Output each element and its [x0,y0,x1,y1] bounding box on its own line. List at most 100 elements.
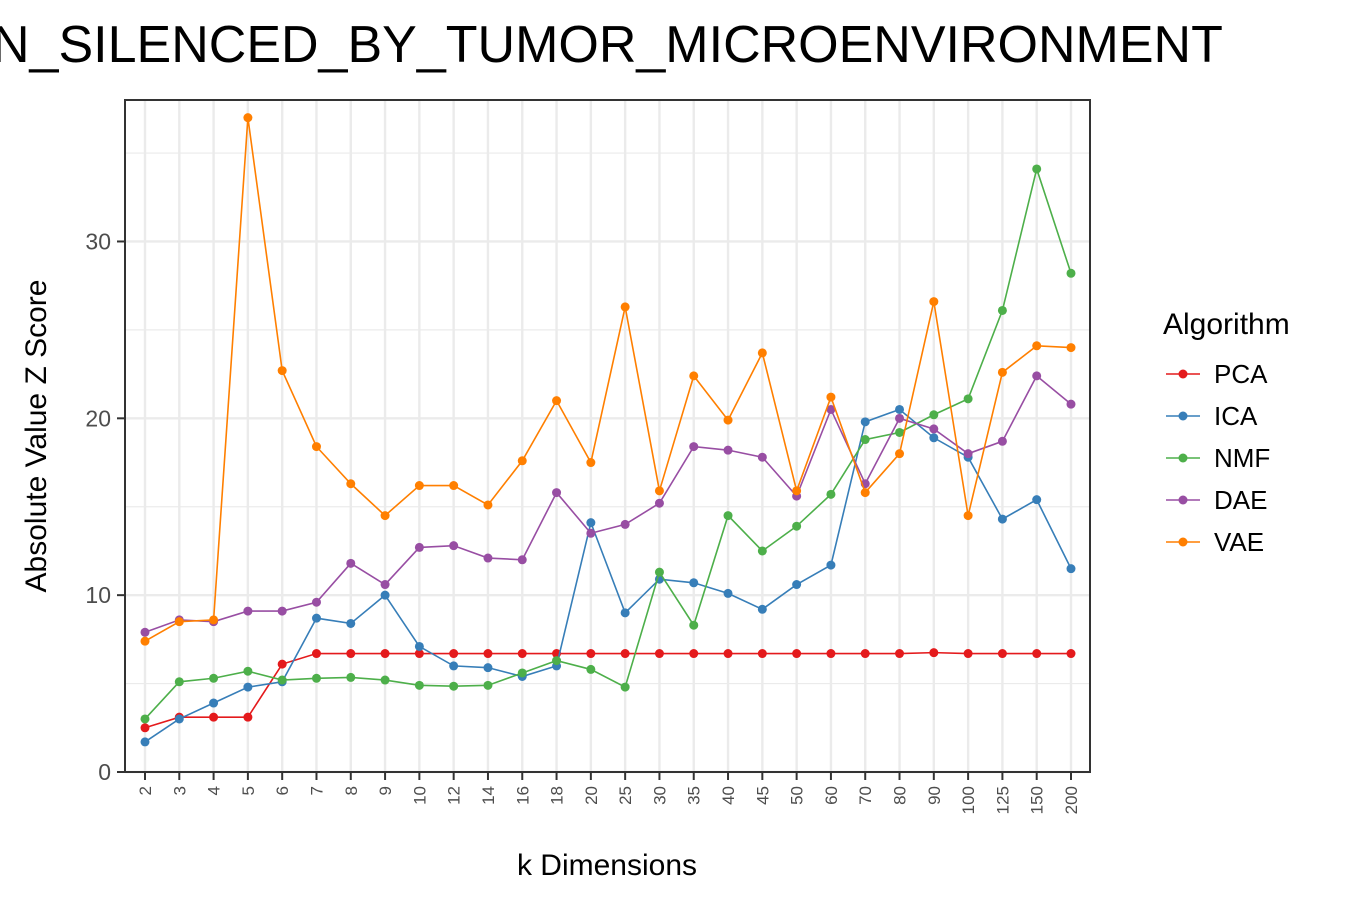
data-point-pca [380,649,390,659]
x-tick-label: 5 [239,786,258,795]
data-point-ica [997,514,1007,524]
data-point-vae [654,486,664,496]
data-point-nmf [997,305,1007,315]
data-point-ica [689,578,699,588]
legend-label: DAE [1214,485,1267,515]
data-point-nmf [414,680,424,690]
data-point-ica [723,588,733,598]
data-point-nmf [689,620,699,630]
y-axis-title: Absolute Value Z Score [20,280,53,593]
series-layer [140,113,1076,747]
data-point-ica [483,663,493,673]
data-point-vae [140,636,150,646]
data-point-dae [414,542,424,552]
x-tick-label: 50 [788,786,807,805]
legend-item-dae: DAE [1166,485,1267,515]
data-point-vae [792,486,802,496]
data-point-dae [689,442,699,452]
data-point-ica [1066,564,1076,574]
data-point-ica [174,714,184,724]
data-point-ica [586,518,596,528]
y-tick-label: 10 [85,582,111,608]
data-point-pca [895,649,905,659]
series-nmf [140,164,1076,724]
data-point-nmf [586,664,596,674]
data-point-nmf [654,567,664,577]
data-point-vae [620,302,630,312]
data-point-nmf [517,668,527,678]
data-point-nmf [792,521,802,531]
x-tick-label: 2 [136,786,155,795]
x-tick-label: 70 [856,786,875,805]
data-point-dae [723,445,733,455]
data-point-pca [414,649,424,659]
x-tick-label: 10 [410,786,429,805]
data-point-vae [963,511,973,521]
data-point-vae [209,615,219,625]
x-tick-label: 14 [479,786,498,805]
data-point-dae [997,436,1007,446]
legend-key-point [1178,453,1188,463]
data-point-pca [757,649,767,659]
data-point-ica [209,698,219,708]
data-point-dae [654,498,664,508]
data-point-dae [517,555,527,565]
legend-item-pca: PCA [1166,359,1268,389]
data-point-pca [1066,649,1076,659]
data-point-pca [689,649,699,659]
data-point-ica [380,590,390,600]
data-point-ica [929,433,939,443]
data-point-pca [654,649,664,659]
data-point-pca [1032,649,1042,659]
data-point-vae [586,458,596,468]
legend-title: Algorithm [1163,308,1290,341]
y-tick-label: 20 [85,405,111,431]
x-tick-label: 18 [548,786,567,805]
x-axis-title: k Dimensions [517,849,697,882]
data-point-ica [346,618,356,628]
data-point-nmf [140,714,150,724]
data-point-vae [380,511,390,521]
data-point-vae [346,479,356,489]
data-point-dae [1032,371,1042,381]
legend-key-point [1178,537,1188,547]
x-tick-label: 45 [753,786,772,805]
x-tick-label: 7 [307,786,326,795]
series-vae [140,113,1076,646]
data-point-dae [1066,399,1076,409]
data-point-pca [311,649,321,659]
data-point-ica [414,641,424,651]
data-point-nmf [243,666,253,676]
data-point-ica [860,417,870,427]
data-point-dae [243,606,253,616]
series-line-pca [144,651,1071,729]
x-tick-label: 12 [445,786,464,805]
data-point-pca [140,723,150,733]
x-tick-label: 125 [993,786,1012,814]
x-tick-label: 20 [582,786,601,805]
data-point-vae [860,488,870,498]
data-point-nmf [380,675,390,685]
data-point-nmf [723,511,733,521]
plot-area [124,99,1091,774]
data-point-pca [483,649,493,659]
data-point-dae [277,606,287,616]
legend-item-vae: VAE [1166,527,1264,557]
data-point-ica [311,613,321,623]
data-point-nmf [895,427,905,437]
data-point-pca [792,649,802,659]
data-point-vae [997,367,1007,377]
data-point-dae [929,424,939,434]
data-point-ica [620,608,630,618]
data-point-dae [586,528,596,538]
grid-lines [125,100,1090,774]
x-tick-label: 6 [273,786,292,795]
x-tick-label: 35 [685,786,704,805]
data-point-dae [620,519,630,529]
data-point-vae [929,297,939,307]
y-tick-label: 30 [85,228,111,254]
data-point-nmf [1066,268,1076,278]
data-point-ica [792,580,802,590]
data-point-pca [620,649,630,659]
x-tick-label: 80 [891,786,910,805]
